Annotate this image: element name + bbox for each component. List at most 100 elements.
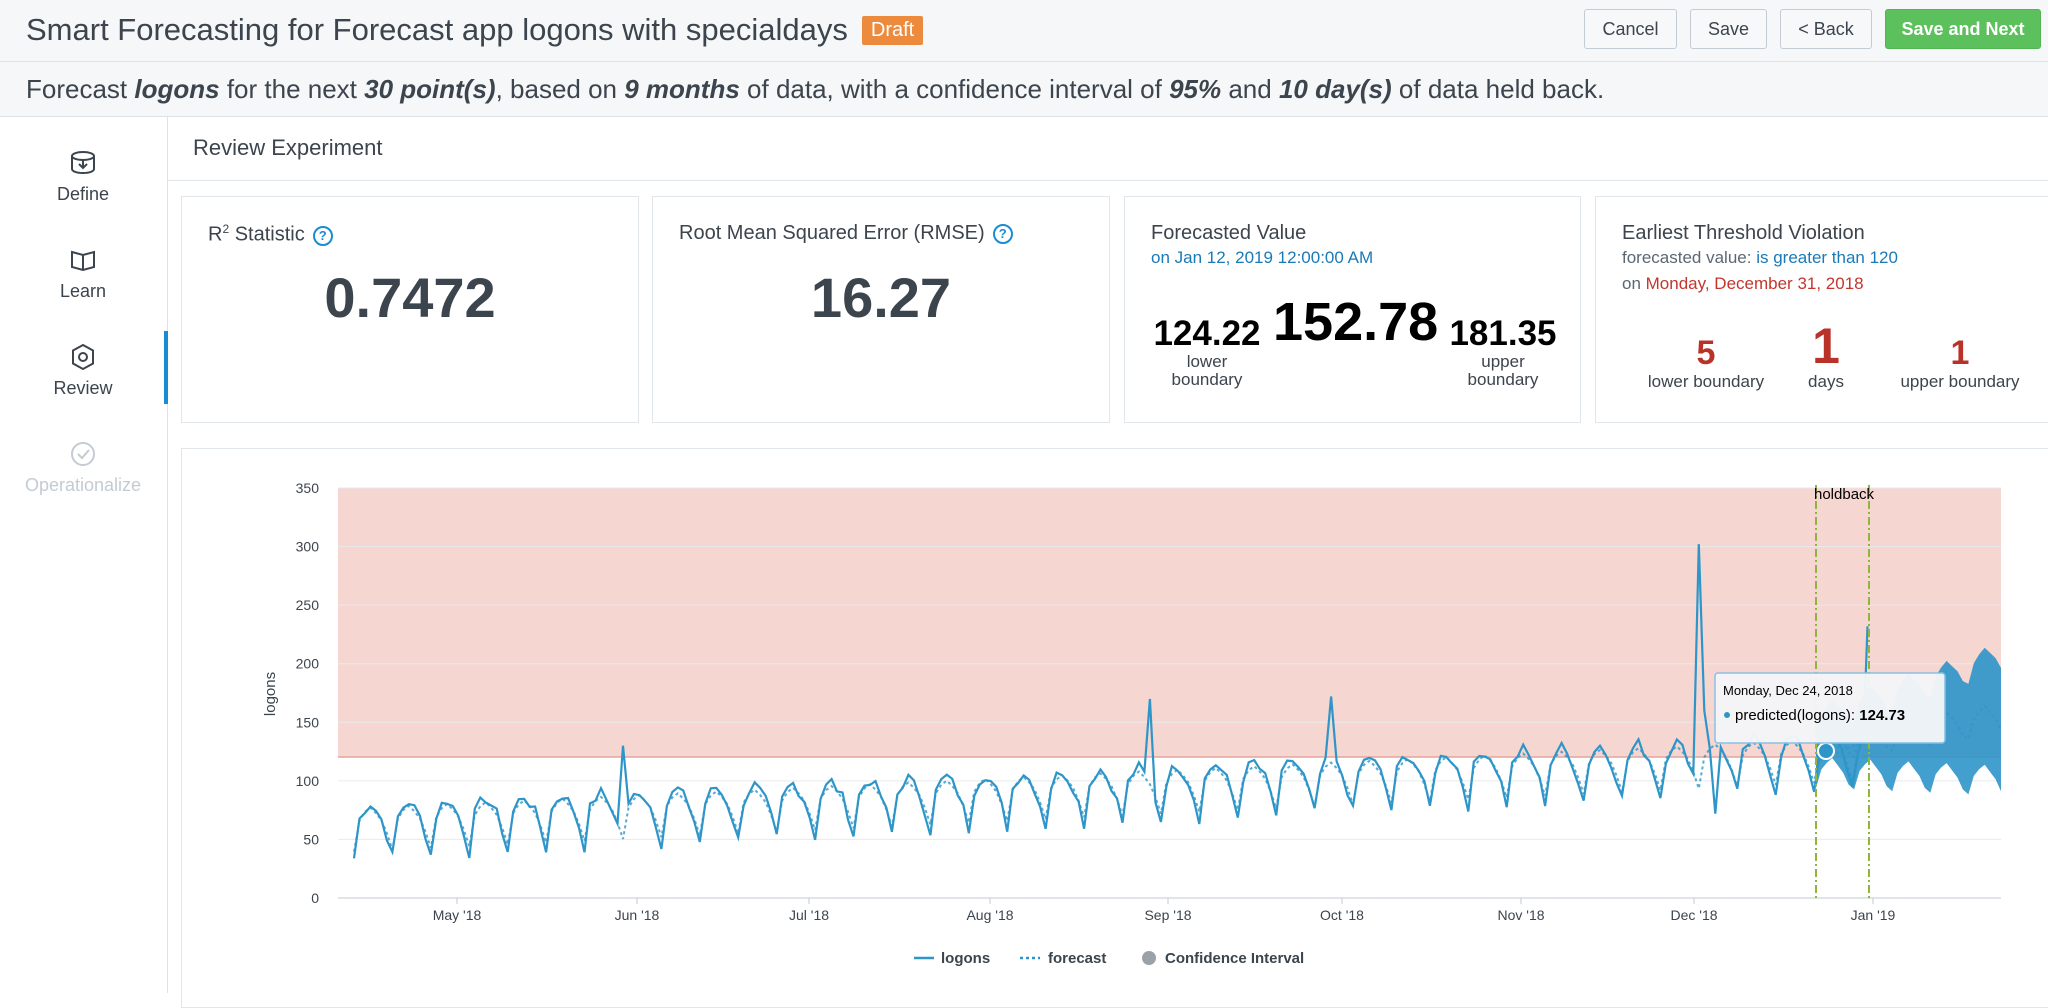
threshold-title: Earliest Threshold Violation: [1622, 222, 1865, 244]
threshold-violation-card: Earliest Threshold Violation forecasted …: [1595, 196, 2048, 423]
save-button[interactable]: Save: [1690, 9, 1767, 49]
forecasted-value-card: Forecasted Value on Jan 12, 2019 12:00:0…: [1124, 196, 1581, 423]
save-and-next-button[interactable]: Save and Next: [1885, 9, 2041, 49]
r2-title: R2 Statistic?: [208, 222, 333, 247]
back-button[interactable]: < Back: [1780, 9, 1872, 49]
sidebar-item-label: Learn: [59, 281, 107, 301]
forecast-upper-label: upper: [1481, 352, 1525, 371]
threshold-upper: 1 upper boundary: [1876, 334, 2044, 392]
legend-label: Confidence Interval: [1165, 950, 1304, 967]
forecast-date: on Jan 12, 2019 12:00:00 AM: [1151, 248, 1374, 267]
threshold-condition-prefix: forecasted value:: [1622, 248, 1757, 267]
help-icon[interactable]: ?: [992, 224, 1013, 244]
page-title-text: Smart Forecasting for Forecast app logon…: [26, 12, 848, 47]
forecast-upper-label: boundary: [1467, 370, 1539, 389]
y-axis: 0 50 100 150 200 250 300 350: [296, 480, 320, 906]
forecast-summary: Forecast logons for the next 30 point(s)…: [0, 62, 2048, 117]
y-tick-label: 50: [303, 831, 319, 847]
y-tick-label: 250: [296, 597, 320, 613]
sidebar-item-operationalize[interactable]: Operationalize: [0, 421, 166, 515]
threshold-date: on Monday, December 31, 2018: [1622, 274, 1864, 294]
y-axis-label: logons: [262, 672, 279, 716]
y-tick-label: 300: [296, 539, 320, 555]
r2-title-rest: Statistic: [229, 223, 305, 246]
tooltip-value-label: predicted(logons):: [1735, 707, 1859, 724]
threshold-upper-value: 1: [1950, 334, 1970, 372]
legend-item-logons[interactable]: logons: [914, 950, 990, 967]
forecast-lower-value: 124.22: [1153, 314, 1261, 353]
summary-part: , based on: [495, 74, 625, 104]
legend-item-forecast[interactable]: forecast: [1020, 950, 1106, 967]
x-tick-label: Dec '18: [1670, 907, 1717, 923]
tooltip-point[interactable]: [1817, 742, 1835, 760]
threshold-lower-label: lower boundary: [1647, 372, 1765, 391]
threshold-days-value: 1: [1812, 318, 1840, 374]
y-tick-label: 100: [296, 773, 320, 789]
chart-legend: logons forecast Confidence Interval: [914, 950, 1304, 967]
summary-text: Forecast logons for the next 30 point(s)…: [26, 74, 1604, 105]
cancel-button[interactable]: Cancel: [1584, 9, 1677, 49]
r2-value: 0.7472: [324, 266, 496, 329]
threshold-upper-label: upper boundary: [1900, 372, 2020, 391]
page-title: Smart Forecasting for Forecast app logon…: [26, 12, 924, 48]
y-tick-label: 350: [296, 480, 320, 496]
gear-icon: [72, 343, 94, 371]
summary-part: of data, with a confidence interval of: [739, 74, 1170, 104]
threshold-days: 1 days: [1796, 320, 1856, 392]
summary-held: 10 day(s): [1278, 74, 1392, 104]
draft-badge: Draft: [861, 16, 924, 45]
x-tick-label: Jan '19: [1851, 907, 1896, 923]
legend-item-confidence-interval[interactable]: Confidence Interval: [1142, 950, 1304, 967]
app-header: Smart Forecasting for Forecast app logon…: [0, 0, 2048, 62]
summary-field: logons: [134, 74, 220, 104]
r2-statistic-card: R2 Statistic? 0.7472: [181, 196, 639, 423]
summary-part: and: [1221, 74, 1279, 104]
forecast-title: Forecasted Value: [1151, 222, 1307, 244]
check-circle-icon: [71, 442, 95, 466]
summary-points: 30 point(s): [364, 74, 496, 104]
forecast-value: 152.78: [1273, 292, 1439, 352]
forecast-upper: 181.35 upper boundary: [1447, 315, 1559, 389]
summary-ci: 95%: [1169, 74, 1222, 104]
x-tick-label: Jul '18: [789, 907, 829, 923]
sidebar-item-learn[interactable]: Learn: [0, 227, 166, 321]
y-tick-label: 0: [311, 890, 319, 906]
holdback-label: holdback: [1814, 486, 1875, 503]
y-tick-label: 200: [296, 656, 320, 672]
help-icon[interactable]: ?: [312, 225, 333, 246]
rmse-title: Root Mean Squared Error (RMSE)?: [679, 222, 1013, 245]
threshold-lower: 5 lower boundary: [1636, 334, 1776, 392]
tooltip-date: Monday, Dec 24, 2018: [1723, 683, 1853, 698]
summary-part: Forecast: [26, 74, 135, 104]
sidebar-item-review[interactable]: Review: [0, 324, 168, 418]
x-tick-label: Aug '18: [966, 907, 1013, 923]
section-title: Review Experiment: [193, 135, 383, 160]
r2-title-sup: 2: [222, 222, 230, 236]
sidebar-item-label: Operationalize: [24, 475, 142, 495]
threshold-condition: forecasted value: is greater than 120: [1622, 248, 1898, 268]
summary-part: for the next: [219, 74, 365, 104]
sidebar-item-define[interactable]: Define: [0, 130, 166, 224]
x-tick-label: Oct '18: [1320, 907, 1364, 923]
book-icon: [71, 250, 95, 272]
x-tick-label: May '18: [433, 907, 482, 923]
legend-label: logons: [941, 950, 990, 967]
grid-lines: [338, 487, 2001, 840]
threshold-days-label: days: [1808, 372, 1844, 391]
forecast-lower-label: boundary: [1171, 370, 1243, 389]
threshold-lower-value: 5: [1696, 334, 1716, 372]
r2-title-r: R: [208, 223, 223, 246]
rmse-card: Root Mean Squared Error (RMSE)? 16.27: [652, 196, 1110, 423]
sidebar-item-label: Review: [53, 378, 113, 398]
forecast-series-line: [353, 704, 2002, 852]
forecast-lower: 124.22 lower boundary: [1151, 315, 1263, 389]
forecast-chart: 0 50 100 150 200 250 300 350 logons May '18 Jun …: [262, 480, 2002, 967]
tooltip-bullet: [1724, 712, 1730, 718]
forecast-upper-value: 181.35: [1449, 314, 1557, 353]
legend-label: forecast: [1048, 950, 1106, 967]
forecast-lower-label: lower: [1186, 352, 1228, 371]
database-icon: [71, 151, 95, 175]
x-tick-label: Sep '18: [1144, 907, 1191, 923]
forecast-chart-card: 0 50 100 150 200 250 300 350 logons May '18 Jun …: [181, 448, 2048, 1008]
summary-part: of data held back.: [1391, 74, 1605, 104]
